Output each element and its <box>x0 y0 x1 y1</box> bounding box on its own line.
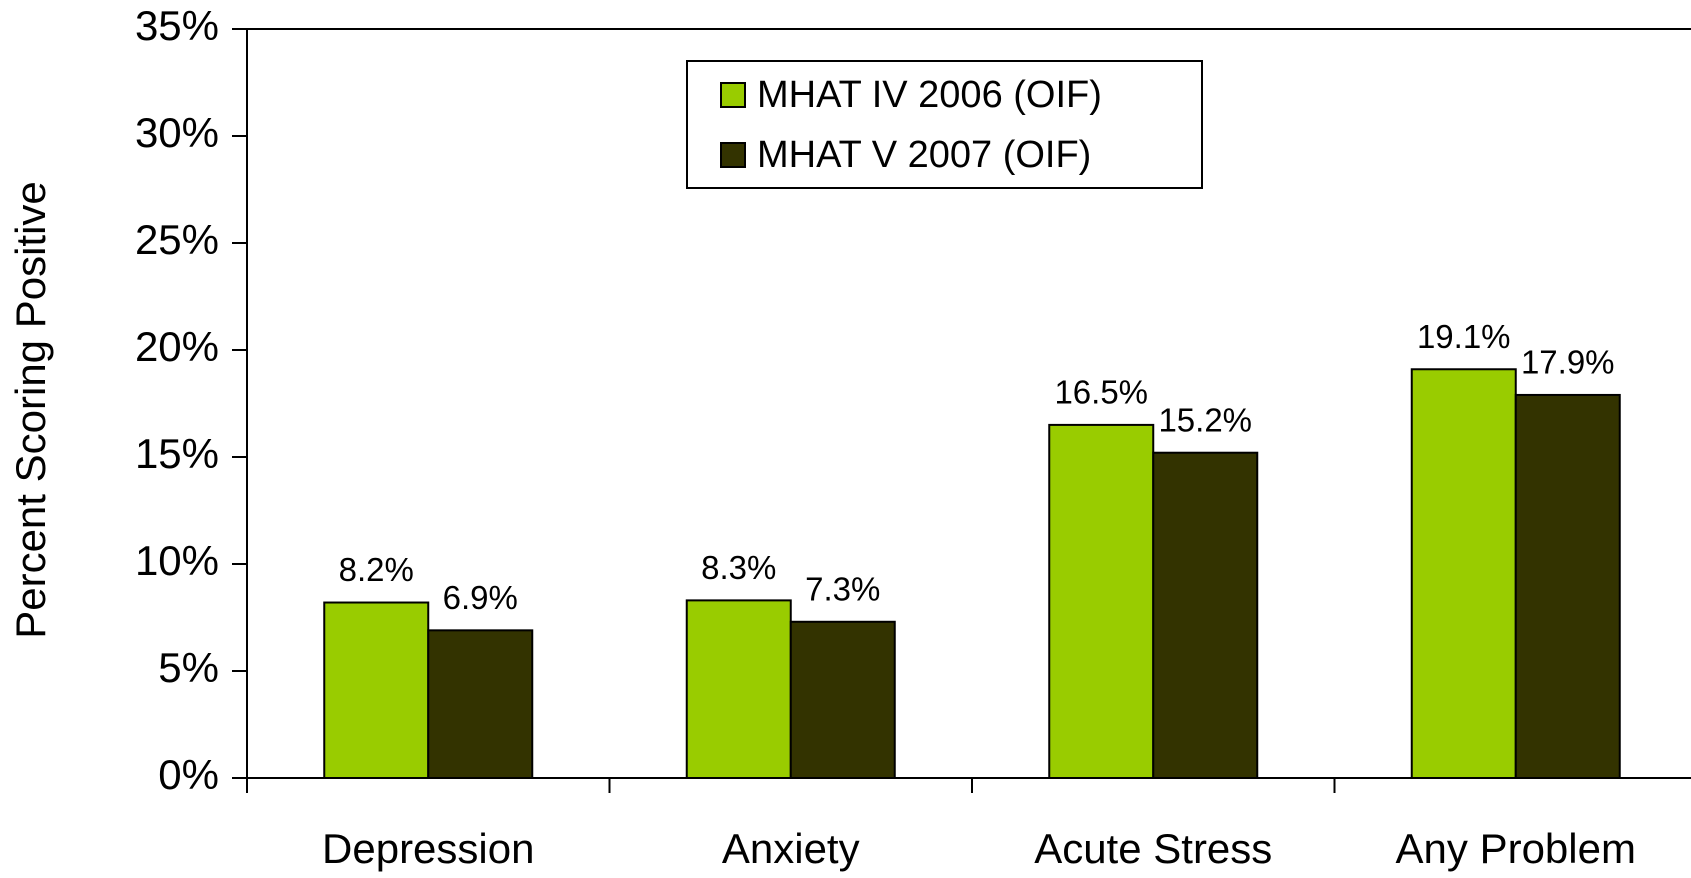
bar <box>685 599 792 779</box>
legend-label: MHAT IV 2006 (OIF) <box>757 74 1102 116</box>
x-tick-label: Any Problem <box>1396 825 1636 872</box>
y-tick-label: 15% <box>135 430 219 477</box>
y-tick-label: 0% <box>158 751 219 798</box>
bar <box>1048 423 1155 779</box>
bar <box>789 620 896 780</box>
y-tick-label: 20% <box>135 323 219 370</box>
value-label: 17.9% <box>1521 344 1615 381</box>
y-tick-label: 10% <box>135 537 219 584</box>
bar <box>1410 368 1517 779</box>
y-tick-label: 25% <box>135 216 219 263</box>
x-tick-label: Acute Stress <box>1034 825 1272 872</box>
value-label: 19.1% <box>1417 318 1511 355</box>
bar <box>1152 451 1259 779</box>
y-tick-label: 5% <box>158 644 219 691</box>
value-label: 15.2% <box>1158 401 1252 438</box>
legend-swatch <box>720 82 746 108</box>
value-label: 16.5% <box>1054 374 1148 411</box>
value-label: 8.3% <box>701 549 776 586</box>
x-tick-label: Anxiety <box>722 825 860 872</box>
y-tick-label: 35% <box>135 2 219 49</box>
legend-label: MHAT V 2007 (OIF) <box>757 134 1091 176</box>
y-tick-label: 30% <box>135 109 219 156</box>
value-label: 8.2% <box>339 551 414 588</box>
value-label: 7.3% <box>805 570 880 607</box>
legend-box <box>686 60 1203 189</box>
value-label: 6.9% <box>443 579 518 616</box>
bar <box>427 629 534 780</box>
bar <box>323 601 430 780</box>
y-axis-title: Percent Scoring Positive <box>7 181 54 639</box>
x-tick-label: Depression <box>322 825 534 872</box>
legend-swatch <box>720 142 746 168</box>
bar <box>1514 393 1621 779</box>
